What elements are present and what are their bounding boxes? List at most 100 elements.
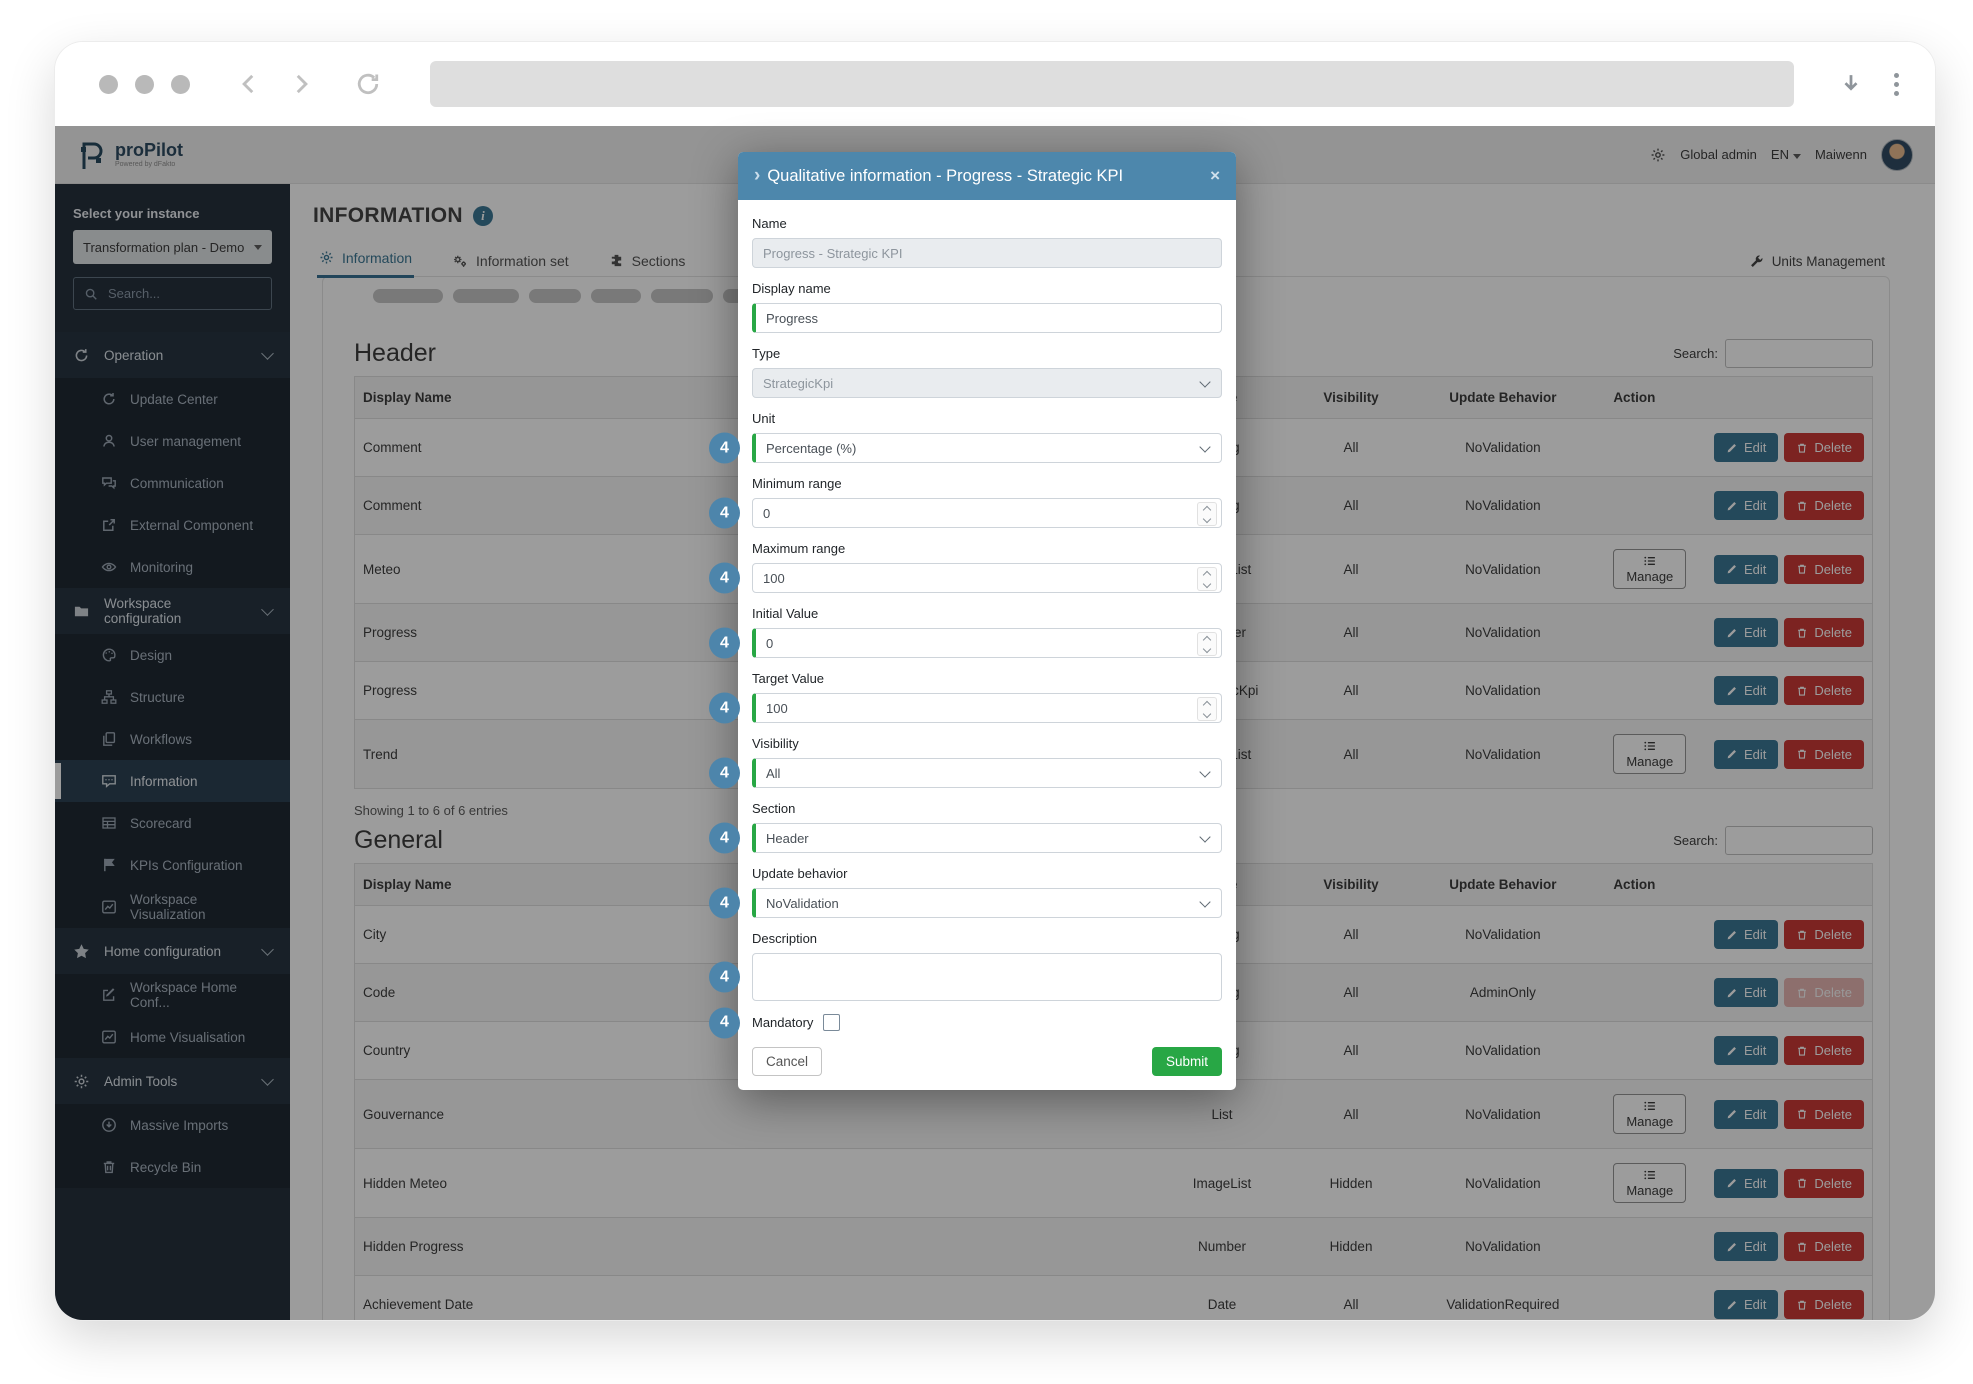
unit-select[interactable]: Percentage (%) <box>752 433 1222 463</box>
delete-button[interactable]: Delete <box>1784 491 1864 520</box>
download-icon[interactable] <box>1838 71 1864 97</box>
manage-button[interactable]: Manage <box>1613 1094 1687 1134</box>
section-select[interactable]: Header <box>752 823 1222 853</box>
sidebar-item-communication[interactable]: Communication <box>55 462 290 504</box>
chart-line-icon <box>101 899 117 915</box>
number-stepper[interactable] <box>1197 567 1217 591</box>
maximum-range-input[interactable]: 100 <box>752 563 1222 593</box>
sidebar-item-monitoring[interactable]: Monitoring <box>55 546 290 588</box>
tab-information-set[interactable]: Information set <box>450 249 571 278</box>
delete-button[interactable]: Delete <box>1784 433 1864 462</box>
sidebar-item-update-center[interactable]: Update Center <box>55 378 290 420</box>
edit-button[interactable]: Edit <box>1714 1290 1779 1319</box>
tab-information[interactable]: Information <box>317 246 415 278</box>
field-description: Description 4 <box>709 931 1222 1001</box>
address-bar[interactable] <box>430 61 1794 107</box>
edit-button[interactable]: Edit <box>1714 739 1779 769</box>
edit-button[interactable]: Edit <box>1714 618 1779 647</box>
browser-menu-icon[interactable] <box>1894 72 1899 96</box>
number-stepper[interactable] <box>1197 632 1217 656</box>
language-selector[interactable]: EN <box>1771 147 1801 162</box>
delete-button[interactable]: Delete <box>1784 1099 1864 1129</box>
username-label[interactable]: Maiwenn <box>1814 147 1867 162</box>
sidebar-item-massive-imports[interactable]: Massive Imports <box>55 1104 290 1146</box>
app-logo[interactable]: proPilot Powered by dFakto <box>77 138 183 172</box>
edit-button[interactable]: Edit <box>1714 554 1779 584</box>
delete-button[interactable]: Delete <box>1784 920 1864 949</box>
description-textarea[interactable] <box>752 953 1222 1001</box>
delete-button[interactable]: Delete <box>1784 618 1864 647</box>
pill[interactable] <box>529 289 581 303</box>
sidebar-item-workspace-home-conf[interactable]: Workspace Home Conf... <box>55 974 290 1016</box>
edit-button[interactable]: Edit <box>1714 920 1779 949</box>
sidebar-item-home-visualisation[interactable]: Home Visualisation <box>55 1016 290 1058</box>
avatar[interactable] <box>1881 138 1913 171</box>
delete-button[interactable]: Delete <box>1784 739 1864 769</box>
sidebar-section-operation[interactable]: Operation <box>55 332 290 378</box>
display-name-input[interactable]: Progress <box>752 303 1222 333</box>
header-table-search-input[interactable] <box>1725 339 1873 368</box>
sidebar-item-scorecard[interactable]: Scorecard <box>55 802 290 844</box>
edit-button[interactable]: Edit <box>1714 1168 1779 1198</box>
edit-button[interactable]: Edit <box>1714 433 1779 462</box>
window-control-dot[interactable] <box>135 74 154 94</box>
cell-visibility: All <box>1301 1275 1401 1320</box>
target-value-input[interactable]: 100 <box>752 693 1222 723</box>
sidebar-item-user-management[interactable]: User management <box>55 420 290 462</box>
manage-button[interactable]: Manage <box>1613 1163 1687 1203</box>
sidebar-section-home-configuration[interactable]: Home configuration <box>55 928 290 974</box>
visibility-select[interactable]: All <box>752 758 1222 788</box>
edit-button[interactable]: Edit <box>1714 491 1779 520</box>
delete-button[interactable]: Delete <box>1784 1168 1864 1198</box>
update-behavior-select[interactable]: NoValidation <box>752 888 1222 918</box>
delete-button[interactable]: Delete <box>1784 1232 1864 1261</box>
minimum-range-input[interactable]: 0 <box>752 498 1222 528</box>
cancel-button[interactable]: Cancel <box>752 1047 823 1076</box>
units-management-link[interactable]: Units Management <box>1749 254 1885 278</box>
pill[interactable] <box>373 289 443 303</box>
sidebar-item-design[interactable]: Design <box>55 634 290 676</box>
delete-button[interactable]: Delete <box>1784 1036 1864 1065</box>
sidebar-section-workspace-configuration[interactable]: Workspace configuration <box>55 588 290 634</box>
edit-button[interactable]: Edit <box>1714 1232 1779 1261</box>
forward-icon[interactable] <box>288 71 314 97</box>
sidebar-item-structure[interactable]: Structure <box>55 676 290 718</box>
pill[interactable] <box>591 289 641 303</box>
sidebar-item-workspace-visualization[interactable]: Workspace Visualization <box>55 886 290 928</box>
tab-sections[interactable]: Sections <box>607 249 688 278</box>
manage-button[interactable]: Manage <box>1613 549 1687 589</box>
sidebar-item-information[interactable]: Information <box>55 760 290 802</box>
manage-button[interactable]: Manage <box>1613 734 1687 774</box>
search-input[interactable] <box>106 285 250 302</box>
sidebar-item-recycle-bin[interactable]: Recycle Bin <box>55 1146 290 1188</box>
window-control-dot[interactable] <box>171 74 190 94</box>
pill[interactable] <box>453 289 519 303</box>
reload-icon[interactable] <box>354 70 382 98</box>
window-control-dot[interactable] <box>99 74 118 94</box>
close-icon[interactable]: × <box>1210 166 1220 185</box>
sidebar-item-kpis-configuration[interactable]: KPIs Configuration <box>55 844 290 886</box>
cell-update-behavior: NoValidation <box>1400 1021 1606 1080</box>
general-table-search-input[interactable] <box>1725 826 1873 855</box>
mandatory-checkbox[interactable] <box>823 1014 841 1031</box>
field-update-behavior: Update behavior 4 NoValidation <box>709 866 1222 919</box>
edit-button[interactable]: Edit <box>1714 978 1779 1007</box>
sidebar-search[interactable] <box>73 277 272 310</box>
sidebar-item-external-component[interactable]: External Component <box>55 504 290 546</box>
edit-button[interactable]: Edit <box>1714 1036 1779 1065</box>
initial-value-input[interactable]: 0 <box>752 628 1222 658</box>
sidebar-item-workflows[interactable]: Workflows <box>55 718 290 760</box>
delete-button[interactable]: Delete <box>1784 1290 1864 1319</box>
number-stepper[interactable] <box>1197 502 1217 526</box>
submit-button[interactable]: Submit <box>1151 1047 1222 1076</box>
delete-button[interactable]: Delete <box>1784 554 1864 584</box>
back-icon[interactable] <box>236 71 262 97</box>
edit-button[interactable]: Edit <box>1714 1099 1779 1129</box>
instance-select[interactable]: Transformation plan - Demo <box>73 230 272 264</box>
edit-button[interactable]: Edit <box>1714 676 1779 705</box>
number-stepper[interactable] <box>1197 697 1217 721</box>
pill[interactable] <box>651 289 713 303</box>
delete-button[interactable]: Delete <box>1784 676 1864 705</box>
info-icon[interactable]: i <box>472 206 493 226</box>
sidebar-section-admin-tools[interactable]: Admin Tools <box>55 1058 290 1104</box>
